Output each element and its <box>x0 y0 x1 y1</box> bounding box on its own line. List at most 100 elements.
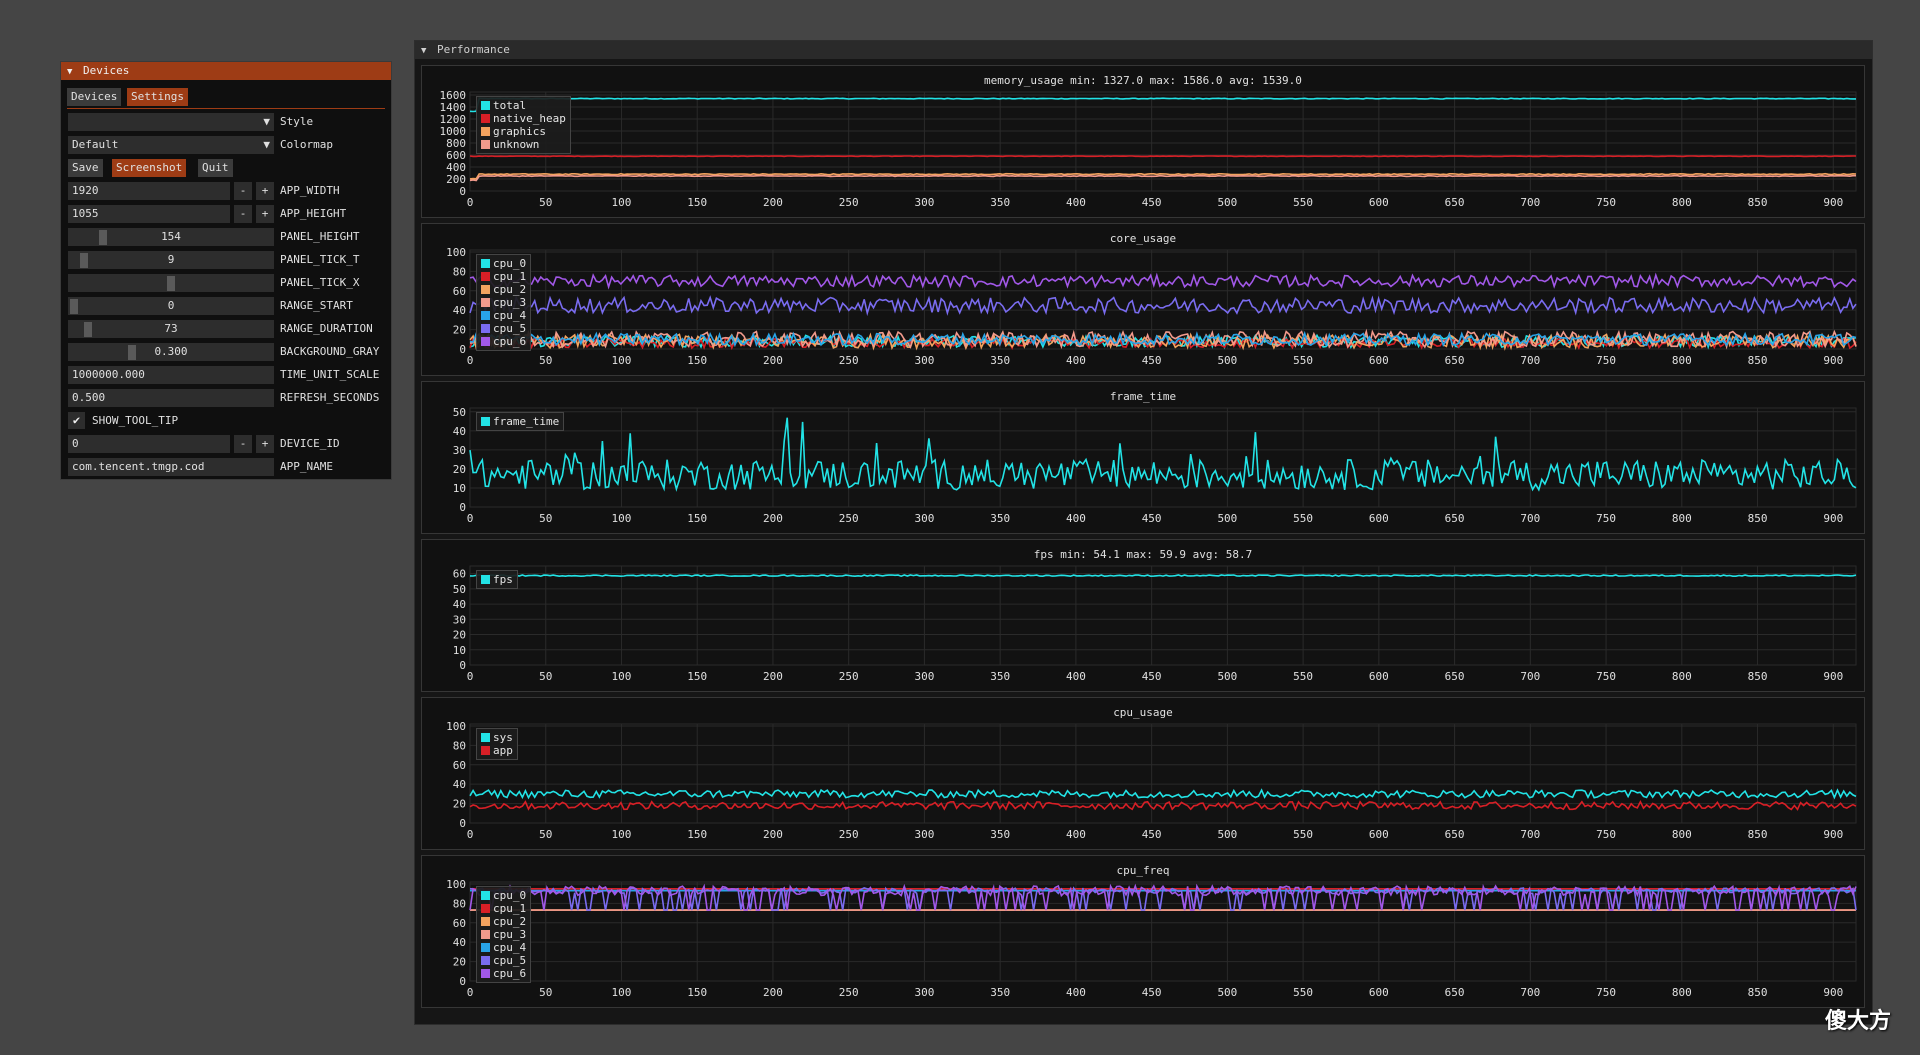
legend-item[interactable]: cpu_1 <box>481 902 526 915</box>
y-tick-label: 1000 <box>440 125 467 138</box>
show-tool-tip-checkbox[interactable]: ✔ <box>68 412 85 429</box>
collapse-arrow-icon[interactable]: ▼ <box>67 67 73 77</box>
slider-grab[interactable] <box>128 345 137 360</box>
legend-swatch-icon <box>481 746 490 755</box>
devices-window-title-bar[interactable]: ▼ Devices <box>61 62 391 80</box>
legend-item[interactable]: cpu_3 <box>481 296 526 309</box>
app-width-decrement-button[interactable]: - <box>234 182 252 200</box>
y-tick-label: 10 <box>453 644 466 657</box>
legend-item[interactable]: cpu_5 <box>481 322 526 335</box>
plot-panel-1[interactable]: core_usage 0 50 100 150 200 250 300 350 400 450 500… <box>421 223 1865 376</box>
plot-legend: cpu_0 cpu_1 cpu_2 cpu_3 cpu_4 cpu_5 cpu_6 <box>476 886 532 983</box>
legend-item[interactable]: cpu_2 <box>481 915 526 928</box>
x-tick-label: 150 <box>687 354 707 367</box>
app-width-increment-button[interactable]: + <box>256 182 274 200</box>
plot-canvas[interactable]: 0 50 100 150 200 250 300 350 400 450 500 550 600 650 7… <box>422 540 1864 691</box>
colormap-combo[interactable]: Default ▼ <box>68 136 274 154</box>
x-tick-label: 750 <box>1596 354 1616 367</box>
background-gray-slider[interactable]: 0.300 <box>68 343 274 361</box>
tab-settings[interactable]: Settings <box>127 88 188 106</box>
legend-item[interactable]: cpu_6 <box>481 335 526 348</box>
plot-panel-2[interactable]: frame_time 0 50 100 150 200 250 300 350 400 450 500… <box>421 381 1865 534</box>
plot-area[interactable] <box>469 407 1857 508</box>
panel-tick-x-slider[interactable]: 5 <box>68 274 274 292</box>
plot-canvas[interactable]: 0 50 100 150 200 250 300 350 400 450 500 550 600 650 7… <box>422 224 1864 375</box>
panel-tick-x-label: PANEL_TICK_X <box>280 276 360 289</box>
legend-item[interactable]: cpu_1 <box>481 270 526 283</box>
plot-canvas[interactable]: 0 50 100 150 200 250 300 350 400 450 500 550 600 650 7… <box>422 382 1864 533</box>
slider-grab[interactable] <box>70 299 78 314</box>
x-tick-label: 450 <box>1142 196 1162 209</box>
y-tick-label: 60 <box>453 568 466 581</box>
x-tick-label: 100 <box>612 196 632 209</box>
refresh-seconds-input[interactable]: 0.500 <box>68 389 274 407</box>
performance-window-title-bar[interactable]: ▼ Performance <box>415 41 1872 59</box>
collapse-arrow-icon[interactable]: ▼ <box>421 46 427 56</box>
plot-area[interactable] <box>469 249 1857 350</box>
tab-devices[interactable]: Devices <box>67 88 122 106</box>
legend-item[interactable]: cpu_5 <box>481 954 526 967</box>
device-id-decrement-button[interactable]: - <box>234 435 252 453</box>
plot-panel-0[interactable]: memory_usage min: 1327.0 max: 1586.0 avg… <box>421 65 1865 218</box>
app-width-input[interactable]: 1920 <box>68 182 230 200</box>
screenshot-button[interactable]: Screenshot <box>112 159 187 177</box>
legend-item[interactable]: cpu_0 <box>481 257 526 270</box>
plot-area[interactable] <box>469 565 1857 666</box>
plot-legend: total native_heap graphics unknown <box>476 96 571 154</box>
x-tick-label: 400 <box>1066 828 1086 841</box>
plot-canvas[interactable]: 0 50 100 150 200 250 300 350 400 450 500 550 600 650 7… <box>422 856 1864 1007</box>
range-start-slider[interactable]: 0 <box>68 297 274 315</box>
legend-item[interactable]: cpu_4 <box>481 309 526 322</box>
panel-height-slider[interactable]: 154 <box>68 228 274 246</box>
app-height-decrement-button[interactable]: - <box>234 205 252 223</box>
legend-item[interactable]: sys <box>481 731 513 744</box>
legend-item[interactable]: cpu_3 <box>481 928 526 941</box>
app-height-input[interactable]: 1055 <box>68 205 230 223</box>
legend-item[interactable]: frame_time <box>481 415 559 428</box>
legend-item[interactable]: cpu_6 <box>481 967 526 980</box>
style-combo[interactable]: ▼ <box>68 113 274 131</box>
device-id-input[interactable]: 0 <box>68 435 230 453</box>
save-button[interactable]: Save <box>68 159 103 177</box>
slider-grab[interactable] <box>99 230 108 245</box>
x-tick-label: 600 <box>1369 512 1389 525</box>
legend-item[interactable]: cpu_0 <box>481 889 526 902</box>
legend-item[interactable]: unknown <box>481 138 566 151</box>
plot-canvas[interactable]: 0 50 100 150 200 250 300 350 400 450 500 550 600 650 7… <box>422 698 1864 849</box>
device-id-increment-button[interactable]: + <box>256 435 274 453</box>
x-tick-label: 650 <box>1445 196 1465 209</box>
app-height-increment-button[interactable]: + <box>256 205 274 223</box>
plot-panel-5[interactable]: cpu_freq 0 50 100 150 200 250 300 350 400 450 500 55… <box>421 855 1865 1008</box>
legend-label: cpu_0 <box>493 257 527 270</box>
x-tick-label: 300 <box>914 512 934 525</box>
legend-item[interactable]: total <box>481 99 566 112</box>
series-line-app <box>469 800 1857 812</box>
x-tick-label: 0 <box>467 828 474 841</box>
background-gray-label: BACKGROUND_GRAY <box>280 345 380 358</box>
plot-canvas[interactable]: 0 50 100 150 200 250 300 350 400 450 500 550 600 650 7… <box>422 66 1864 217</box>
plot-panel-3[interactable]: fps min: 54.1 max: 59.9 avg: 58.7 0 50 100 1… <box>421 539 1865 692</box>
quit-button[interactable]: Quit <box>198 159 233 177</box>
range-duration-slider[interactable]: 73 <box>68 320 274 338</box>
x-tick-label: 850 <box>1748 670 1768 683</box>
style-label: Style <box>280 115 314 128</box>
time-unit-scale-input[interactable]: 1000000.000 <box>68 366 274 384</box>
legend-item[interactable]: fps <box>481 573 513 586</box>
colormap-label: Colormap <box>280 138 333 151</box>
x-tick-label: 350 <box>990 196 1010 209</box>
legend-item[interactable]: graphics <box>481 125 566 138</box>
y-tick-label: 0 <box>459 343 466 356</box>
plot-area[interactable] <box>469 881 1857 982</box>
slider-grab[interactable] <box>83 322 92 337</box>
slider-grab[interactable] <box>79 253 88 268</box>
legend-item[interactable]: app <box>481 744 513 757</box>
panel-tick-t-slider[interactable]: 9 <box>68 251 274 269</box>
legend-label: cpu_1 <box>493 270 527 283</box>
plot-panel-4[interactable]: cpu_usage 0 50 100 150 200 250 300 350 400 450 500 5… <box>421 697 1865 850</box>
slider-grab[interactable] <box>167 276 175 291</box>
legend-item[interactable]: native_heap <box>481 112 566 125</box>
legend-item[interactable]: cpu_4 <box>481 941 526 954</box>
x-tick-label: 650 <box>1445 828 1465 841</box>
legend-item[interactable]: cpu_2 <box>481 283 526 296</box>
app-name-input[interactable]: com.tencent.tmgp.cod <box>68 458 274 476</box>
